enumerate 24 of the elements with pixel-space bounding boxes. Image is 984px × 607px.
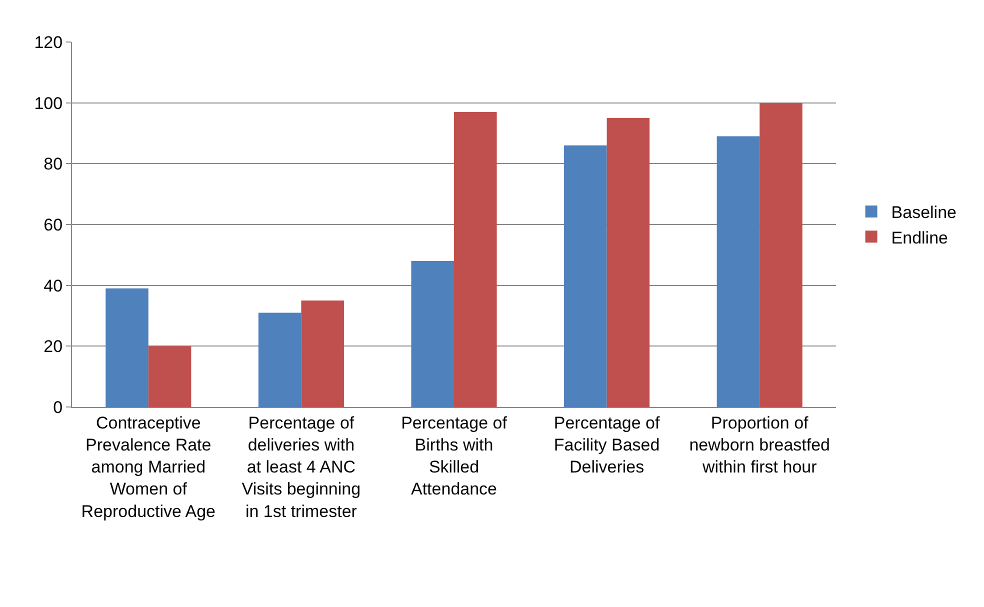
x-tick-label: Percentage of Births with Skilled Attendance [401,413,508,499]
y-tick-label: 0 [53,398,63,417]
x-tick-label: Proportion of newborn breastfed within first hour [689,413,830,477]
y-tick-label: 80 [44,154,63,174]
y-tick-label: 40 [44,276,63,296]
bar [760,102,802,407]
y-tick-label: 120 [34,32,63,52]
bar [258,312,302,407]
bar [148,346,192,407]
y-tick-label: 20 [44,337,63,356]
x-tick-label: Percentage of deliveries with at least 4 ANC Visits beginning in 1st trimester [242,413,361,521]
legend-label: Baseline [891,203,956,222]
y-tick-label: 60 [44,215,63,234]
bar [606,118,650,407]
bar [301,300,344,407]
bar [106,288,148,407]
x-tick-label: Contraceptive Prevalence Rate among Married Women of Reproductive Age [81,413,216,521]
bar [564,145,607,407]
bar [716,136,760,407]
bar [454,112,497,407]
y-tick-label: 100 [34,94,63,113]
x-tick-label: Percentage of Facility Based Deliveries [554,413,660,477]
legend-label: Endline [891,228,948,248]
bar [411,261,454,407]
